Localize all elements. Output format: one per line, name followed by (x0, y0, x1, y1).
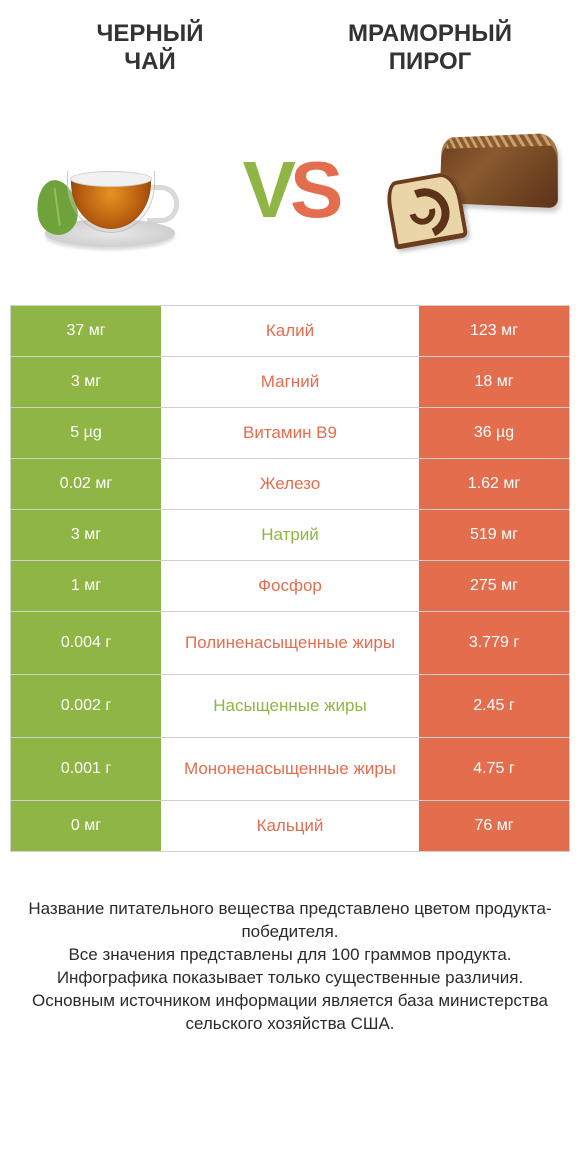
product-right-line1: МРАМОРНЫЙ (348, 20, 512, 47)
table-row: 5 µgВитамин B936 µg (11, 408, 569, 459)
footnote-line: Инфографика показывает только существенн… (57, 968, 523, 987)
table-row: 1 мгФосфор275 мг (11, 561, 569, 612)
value-right: 123 мг (419, 306, 569, 356)
product-left-line2: ЧАЙ (124, 48, 175, 75)
table-row: 3 мгНатрий519 мг (11, 510, 569, 561)
product-right-line2: ПИРОГ (389, 48, 471, 75)
comparison-table: 37 мгКалий123 мг3 мгМагний18 мг5 µgВитам… (10, 305, 570, 852)
value-right: 3.779 г (419, 612, 569, 674)
value-left: 0.004 г (11, 612, 161, 674)
vs-v: V (243, 145, 290, 234)
value-right: 1.62 мг (419, 459, 569, 509)
table-row: 37 мгКалий123 мг (11, 306, 569, 357)
nutrient-label: Железо (161, 459, 419, 509)
value-left: 0 мг (11, 801, 161, 851)
value-left: 5 µg (11, 408, 161, 458)
table-row: 0 мгКальций76 мг (11, 801, 569, 852)
nutrient-label: Калий (161, 306, 419, 356)
product-image-left (20, 125, 200, 255)
value-right: 76 мг (419, 801, 569, 851)
value-left: 37 мг (11, 306, 161, 356)
nutrient-label: Мононенасыщенные жиры (161, 738, 419, 800)
footnote: Название питательного вещества представл… (10, 898, 570, 1036)
vs-s: S (290, 145, 337, 234)
table-row: 0.02 мгЖелезо1.62 мг (11, 459, 569, 510)
header-right: МРАМОРНЫЙ ПИРОГ (290, 20, 570, 75)
images-row: VS (0, 75, 580, 295)
footnote-line: Основным источником информации является … (32, 991, 548, 1033)
table-row: 0.001 гМононенасыщенные жиры4.75 г (11, 738, 569, 801)
footnote-line: Все значения представлены для 100 граммо… (68, 945, 511, 964)
header-left: ЧЕРНЫЙ ЧАЙ (10, 20, 290, 75)
value-left: 3 мг (11, 510, 161, 560)
table-row: 0.002 гНасыщенные жиры2.45 г (11, 675, 569, 738)
nutrient-label: Магний (161, 357, 419, 407)
product-image-right (380, 130, 560, 250)
value-right: 275 мг (419, 561, 569, 611)
value-left: 3 мг (11, 357, 161, 407)
nutrient-label: Полиненасыщенные жиры (161, 612, 419, 674)
tea-cup-icon (35, 125, 185, 255)
value-right: 4.75 г (419, 738, 569, 800)
vs-label: VS (243, 144, 338, 236)
value-right: 519 мг (419, 510, 569, 560)
nutrient-label: Насыщенные жиры (161, 675, 419, 737)
value-left: 0.02 мг (11, 459, 161, 509)
nutrient-label: Кальций (161, 801, 419, 851)
footnote-line: Название питательного вещества представл… (28, 899, 551, 941)
marble-cake-icon (385, 130, 555, 250)
nutrient-label: Натрий (161, 510, 419, 560)
value-right: 36 µg (419, 408, 569, 458)
value-left: 0.001 г (11, 738, 161, 800)
value-right: 18 мг (419, 357, 569, 407)
table-row: 3 мгМагний18 мг (11, 357, 569, 408)
product-left-line1: ЧЕРНЫЙ (97, 20, 204, 47)
value-left: 0.002 г (11, 675, 161, 737)
value-right: 2.45 г (419, 675, 569, 737)
header: ЧЕРНЫЙ ЧАЙ МРАМОРНЫЙ ПИРОГ (0, 0, 580, 75)
table-row: 0.004 гПолиненасыщенные жиры3.779 г (11, 612, 569, 675)
nutrient-label: Витамин B9 (161, 408, 419, 458)
value-left: 1 мг (11, 561, 161, 611)
nutrient-label: Фосфор (161, 561, 419, 611)
